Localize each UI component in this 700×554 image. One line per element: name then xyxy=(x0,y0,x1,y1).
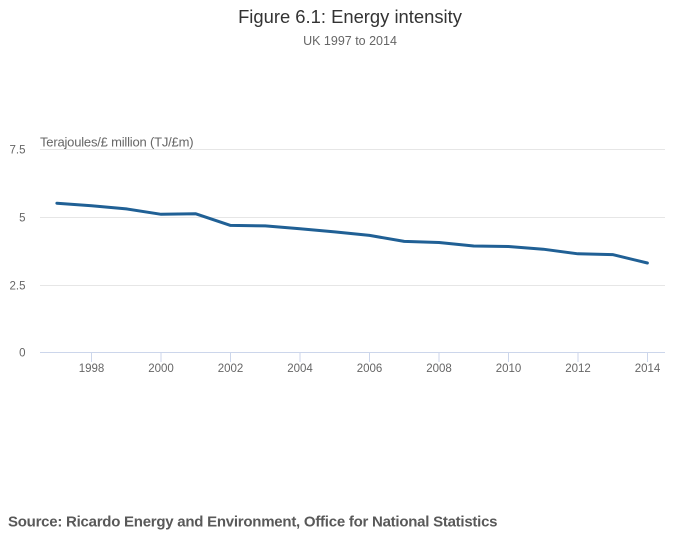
svg-text:2006: 2006 xyxy=(357,363,383,375)
svg-text:Figure 6.1: Energy intensity: Figure 6.1: Energy intensity xyxy=(238,6,463,27)
svg-text:2004: 2004 xyxy=(287,363,313,375)
svg-text:5: 5 xyxy=(19,213,25,225)
svg-text:Terajoules/£ million (TJ/£m): Terajoules/£ million (TJ/£m) xyxy=(40,135,193,150)
svg-text:2014: 2014 xyxy=(635,363,661,375)
svg-text:1998: 1998 xyxy=(79,363,105,375)
svg-text:UK 1997 to 2014: UK 1997 to 2014 xyxy=(303,34,397,48)
svg-text:2.5: 2.5 xyxy=(10,281,26,293)
svg-text:2008: 2008 xyxy=(426,363,452,375)
svg-text:2010: 2010 xyxy=(496,363,522,375)
svg-text:2002: 2002 xyxy=(218,363,244,375)
svg-text:Source: Ricardo Energy and Env: Source: Ricardo Energy and Environment, … xyxy=(8,514,497,531)
svg-text:7.5: 7.5 xyxy=(10,145,26,157)
svg-text:0: 0 xyxy=(19,348,25,360)
svg-text:2012: 2012 xyxy=(565,363,591,375)
svg-text:2000: 2000 xyxy=(148,363,174,375)
